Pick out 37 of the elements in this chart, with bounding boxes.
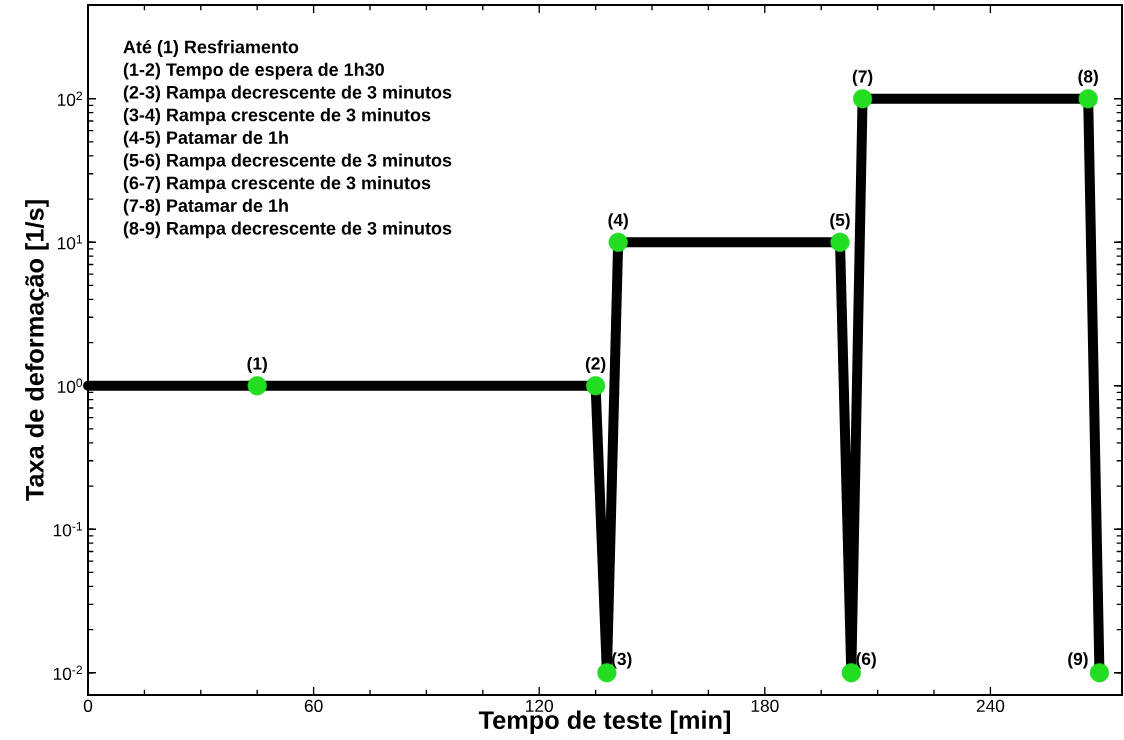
annotation: (8) [1078,69,1098,87]
x-tick-label: 240 [976,699,1005,712]
x-tick-label: 180 [751,699,779,712]
annotation: (6) [856,652,876,669]
point [852,89,873,109]
x-tick-label: 0 [83,699,93,712]
y-tick-label: 10$^{-2}$ [53,665,83,680]
annotation: (1) [247,356,267,374]
x-tick-label: 60 [304,699,323,712]
annotation: (5-6) Rampa decrescente de 3 minutos [123,153,452,171]
annotation: (3-4) Rampa crescente de 3 minutos [123,108,431,125]
annotation: (8-9) Rampa decrescente de 3 minutos [123,221,452,239]
annotation: (2) [585,356,606,374]
point [247,376,267,396]
y-tick-label: 10$^{0}$ [57,378,83,393]
point [608,232,628,252]
y-tick-label: 10$^{-1}$ [53,522,83,537]
annotation: (3) [612,652,632,669]
annotation: (6-7) Rampa crescente de 3 minutos [123,176,431,193]
annotation: (7) [852,69,873,87]
annotation: (4) [608,213,628,230]
y-tick-label: 10$^{2}$ [57,91,83,106]
annotation: Até (1) Resfriamento [123,39,299,57]
annotation: (9) [1068,652,1088,669]
x-tick-label: 120 [526,699,553,712]
point [586,376,606,396]
point [1078,89,1098,109]
annotation: (1-2) Tempo de espera de 1h30 [123,62,384,80]
annotation: (4-5) Patamar de 1h [123,130,288,148]
point [1089,663,1110,683]
point [830,232,850,252]
annotation: (5) [830,213,850,230]
x-axis-title: Tempo de teste [min] [478,710,731,735]
y-axis-title: Taxa de deformação [1/s] [25,200,49,501]
y-tick-label: 10$^{1}$ [57,235,83,250]
annotation: (7-8) Patamar de 1h [123,198,288,216]
annotation: (2-3) Rampa decrescente de 3 minutos [123,85,452,103]
